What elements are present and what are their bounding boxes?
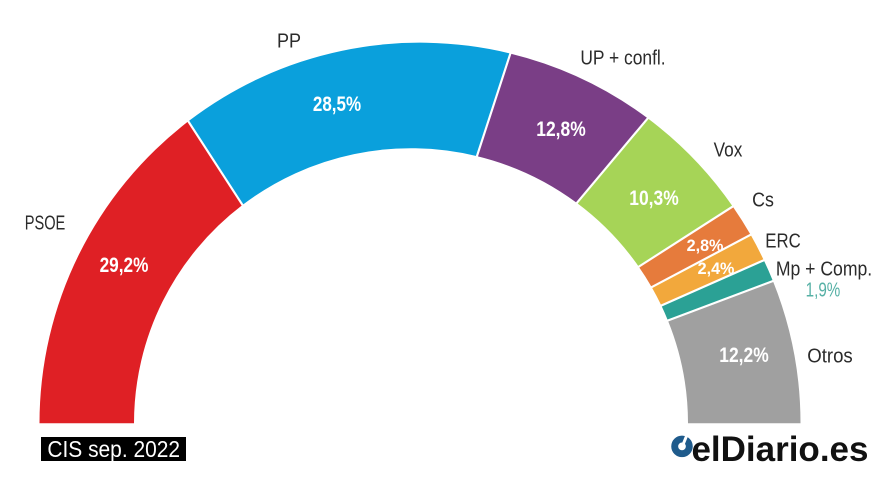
svg-text:elDiario.es: elDiario.es: [691, 430, 868, 469]
